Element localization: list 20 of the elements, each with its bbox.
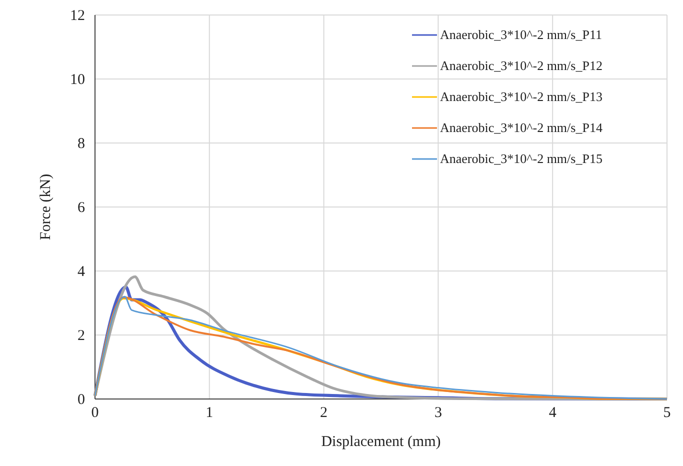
x-tick-label: 5: [663, 405, 671, 421]
x-tick-label: 0: [91, 405, 99, 421]
y-tick-label: 6: [78, 200, 86, 216]
y-tick-label: 4: [78, 264, 86, 280]
x-axis-title: Displacement (mm): [321, 434, 441, 450]
x-tick-label: 4: [548, 405, 557, 421]
legend-label: Anaerobic_3*10^-2 mm/s_P13: [440, 89, 602, 104]
y-tick-label: 2: [78, 328, 85, 344]
legend-label: Anaerobic_3*10^-2 mm/s_P14: [440, 120, 603, 135]
y-tick-label: 12: [70, 8, 85, 24]
x-tick-label: 3: [434, 405, 442, 421]
legend-label: Anaerobic_3*10^-2 mm/s_P12: [440, 58, 602, 73]
x-tick-label: 2: [320, 405, 328, 421]
y-tick-label: 0: [78, 392, 85, 408]
x-tick-label: 1: [206, 405, 214, 421]
legend-label: Anaerobic_3*10^-2 mm/s_P15: [440, 151, 602, 166]
y-axis-title: Force (kN): [38, 174, 54, 240]
y-tick-label: 8: [78, 136, 85, 152]
legend-label: Anaerobic_3*10^-2 mm/s_P11: [440, 27, 602, 42]
y-tick-label: 10: [70, 72, 85, 88]
